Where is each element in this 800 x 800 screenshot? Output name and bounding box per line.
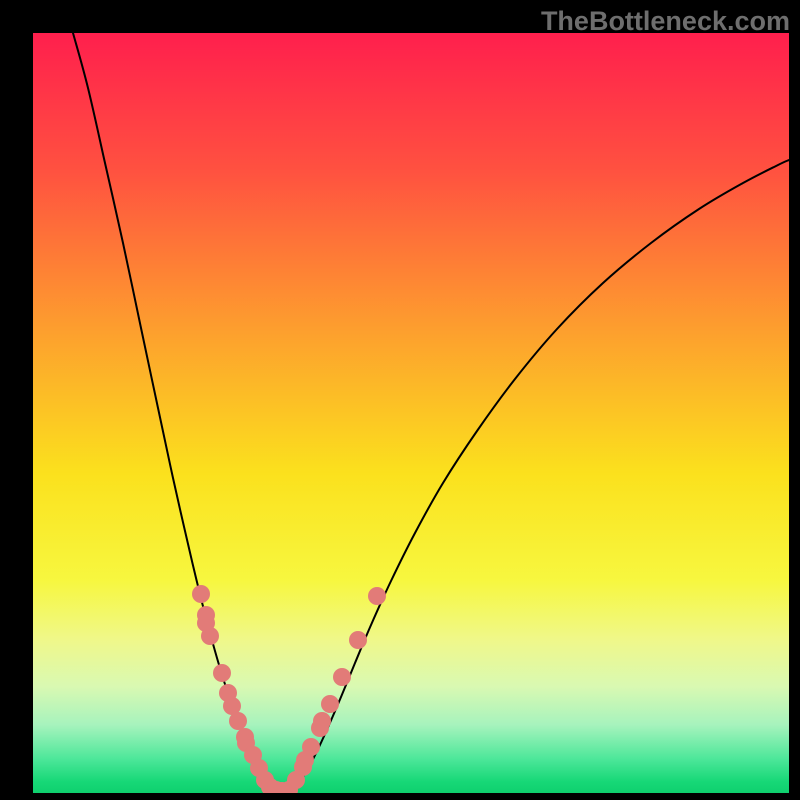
data-marker: [192, 585, 210, 603]
plot-area: [33, 33, 789, 793]
data-marker: [302, 738, 320, 756]
data-marker: [229, 712, 247, 730]
chart-container: TheBottleneck.com: [0, 0, 800, 800]
watermark-text: TheBottleneck.com: [541, 6, 790, 37]
data-marker: [313, 712, 331, 730]
data-marker: [368, 587, 386, 605]
data-marker: [349, 631, 367, 649]
plot-svg: [33, 33, 789, 793]
gradient-background: [33, 33, 789, 793]
data-marker: [321, 695, 339, 713]
data-marker: [213, 664, 231, 682]
data-marker: [201, 627, 219, 645]
data-marker: [333, 668, 351, 686]
